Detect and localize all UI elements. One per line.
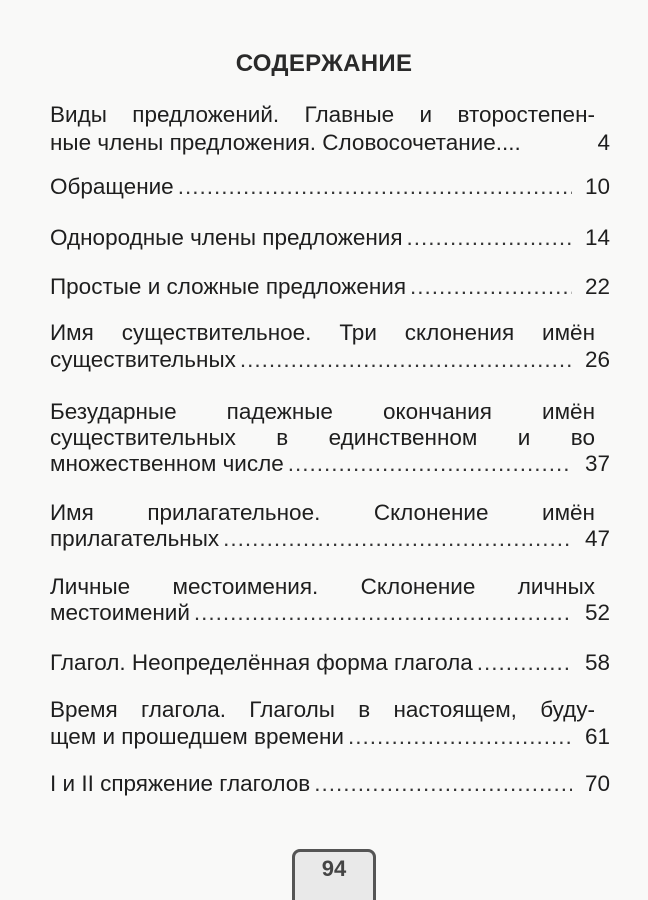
page-number-box: 94 [292,849,376,900]
toc-entry-title: ные члены предложения. Словосочетание...… [50,130,521,155]
toc-entry: Обращение 10 [50,173,610,201]
leader-dots [288,450,572,478]
toc-entry: I и II спряжение глаголов 70 [50,770,610,798]
toc-entry-line: Виды предложений. Главные и второстепен- [50,102,595,127]
toc-entry-line: Время глагола. Глаголы в настоящем, буду… [50,697,595,722]
toc-page-number: 22 [584,274,610,299]
page-number: 94 [321,856,347,881]
page-title: СОДЕРЖАНИЕ [235,50,413,77]
toc-entry: Глагол. Неопределённая форма глагола 58 [50,649,610,677]
toc-page-number: 4 [597,130,610,155]
leader-dots [407,224,572,252]
toc-entry-title: щем и прошедшем времени [50,724,344,749]
toc-entry: ные члены предложения. Словосочетание...… [50,129,610,157]
toc-entry-title: существительных [50,347,236,372]
toc-page-number: 10 [584,174,610,199]
toc-entry: щем и прошедшем времени 61 [50,723,610,751]
toc-entry-title: Простые и сложные предложения [50,274,407,299]
toc-entry-title: прилагательных [50,526,220,551]
toc-page-number: 26 [584,347,610,372]
toc-entry: Простые и сложные предложения 22 [50,273,610,301]
leader-dots [348,723,572,751]
toc-entry: Однородные члены предложения 14 [50,224,610,252]
toc-page-number: 70 [584,771,610,796]
leader-dots [194,599,572,627]
toc-entry-line: существительных в единственном и во [50,425,595,450]
toc-entry-title: Обращение [50,174,174,199]
toc-entry: прилагательных 47 [50,525,610,553]
toc-entry: местоимений 52 [50,599,610,627]
toc-page-number: 37 [584,451,610,476]
toc-entry-line: Личные местоимения. Склонение личных [50,574,595,599]
toc-page-number: 61 [584,724,610,749]
leader-dots [223,525,572,553]
leader-dots [314,770,572,798]
leader-dots [178,173,572,201]
leader-dots [477,649,572,677]
leader-dots [240,346,572,374]
toc-entry-title: Однородные члены предложения [50,225,403,250]
toc-entry: множественном числе 37 [50,450,610,478]
toc-entry-title: I и II спряжение глаголов [50,771,311,796]
toc-entry-title: местоимений [50,600,190,625]
toc-entry-title: Глагол. Неопределённая форма глагола [50,650,473,675]
toc-page-number: 52 [584,600,610,625]
toc-entry: существительных 26 [50,346,610,374]
toc-entry-title: множественном числе [50,451,284,476]
toc-entry-line: Имя прилагательное. Склонение имён [50,500,595,525]
toc-page-number: 14 [584,225,610,250]
toc-page-number: 47 [584,526,610,551]
toc-page-number: 58 [584,650,610,675]
toc-entry-line: Имя существительное. Три склонения имён [50,320,595,345]
toc-entry-line: Безударные падежные окончания имён [50,399,595,424]
leader-dots [410,273,572,301]
